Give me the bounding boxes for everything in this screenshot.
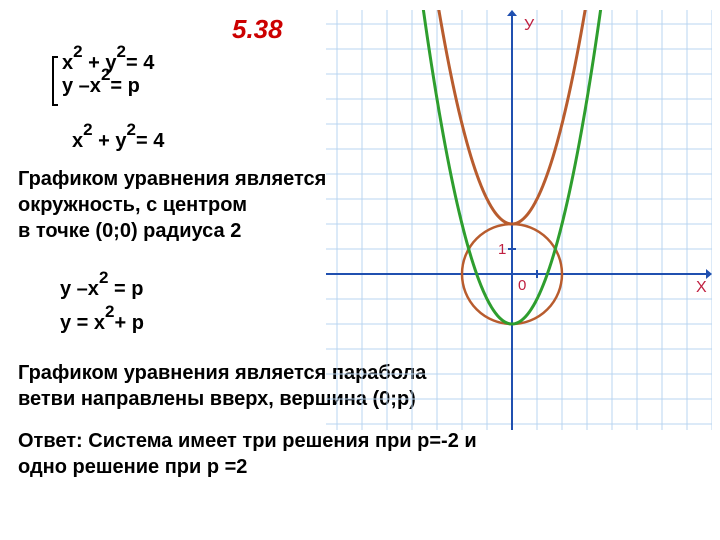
circle-equation: x2 + y2= 4 [72,130,164,153]
eq-sup: 2 [73,42,82,61]
eq-text: + y [93,130,127,152]
svg-text:1: 1 [498,241,506,258]
eq-sup: 2 [117,42,126,61]
eq-text: y –x [60,278,99,300]
parabola-equation-2: y = x2+ p [60,312,144,335]
svg-text:X: X [696,279,707,296]
svg-text:0: 0 [518,277,526,294]
svg-text:У: У [524,17,535,34]
eq-text: y = x [60,312,105,334]
eq-text: = 4 [136,130,164,152]
system-equations: x2 + y2= 4 y –x2= p [62,52,154,98]
desc-line: Графиком уравнения является [18,166,326,192]
eq-text: = 4 [126,52,154,74]
eq-text: x [72,130,83,152]
problem-number: 5.38 [232,14,283,45]
eq-text: + y [83,52,117,74]
eq-text: = p [108,278,143,300]
answer-text: Ответ: Система имеет три решения при p=-… [18,428,477,480]
coordinate-chart: 0 1 X У [326,10,712,430]
eq-text: + p [115,312,144,334]
parabola-equation-1: y –x2 = p [60,278,143,301]
eq-text: = p [110,75,139,97]
system-bracket [52,56,58,106]
desc-line: Ответ: Система имеет три решения при p=-… [18,428,477,454]
system-eq-2: y –x2= p [62,75,154,98]
circle-description: Графиком уравнения является окружность, … [18,166,326,244]
desc-line: одно решение при p =2 [18,454,477,480]
eq-sup: 2 [83,120,92,139]
eq-sup: 2 [105,302,114,321]
desc-line: окружность, с центром [18,192,326,218]
eq-text: x [62,52,73,74]
eq-text: y –x [62,75,101,97]
eq-sup: 2 [99,268,108,287]
eq-sup: 2 [127,120,136,139]
desc-line: в точке (0;0) радиуса 2 [18,218,326,244]
eq-sup: 2 [101,65,110,84]
